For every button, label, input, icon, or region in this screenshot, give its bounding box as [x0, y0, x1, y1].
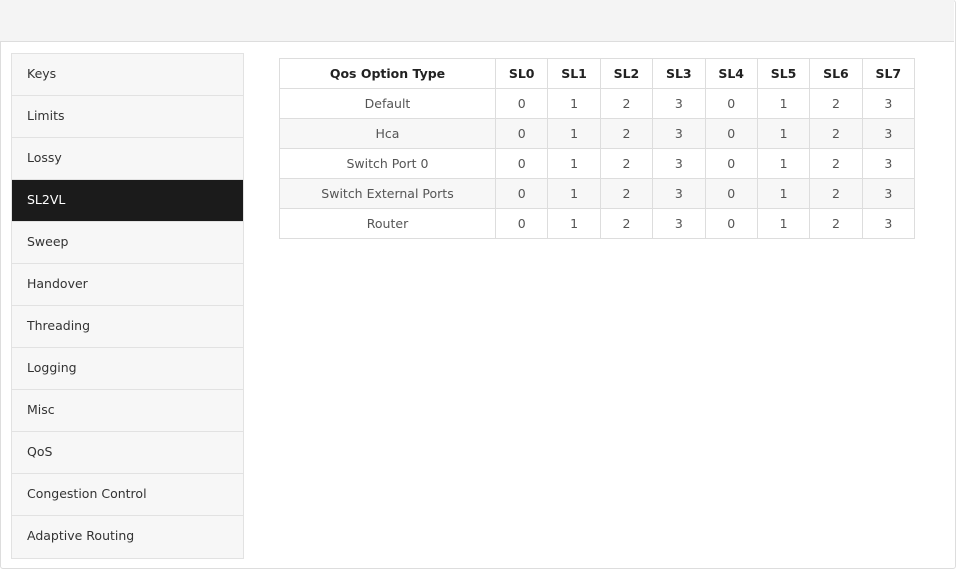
table-header-row: Qos Option Type SL0 SL1 SL2 SL3 SL4 SL5 SL6 SL7: [279, 58, 916, 89]
vl-value-cell: 0: [704, 118, 758, 149]
vl-value-cell: 2: [809, 178, 863, 209]
qos-option-type-cell: Router: [279, 208, 496, 239]
vl-value-cell: 3: [861, 118, 916, 149]
vl-value-cell: 3: [861, 208, 916, 239]
sidebar-item-congestion-control[interactable]: Congestion Control: [12, 474, 243, 516]
column-header: SL4: [704, 58, 758, 89]
sidebar-item-misc[interactable]: Misc: [12, 390, 243, 432]
vl-value-cell: 1: [756, 208, 811, 239]
vl-value-cell: 2: [809, 208, 863, 239]
vl-value-cell: 0: [704, 148, 758, 179]
sidebar-item-logging[interactable]: Logging: [12, 348, 243, 390]
sidebar-item-qos[interactable]: QoS: [12, 432, 243, 474]
vl-value-cell: 3: [861, 148, 916, 179]
table-row: Default 0 1 2 3 0 1 2 3: [279, 88, 916, 119]
column-header: SL2: [599, 58, 654, 89]
vl-value-cell: 2: [809, 88, 863, 119]
column-header: SL5: [756, 58, 811, 89]
vl-value-cell: 2: [599, 178, 654, 209]
vl-value-cell: 2: [599, 118, 654, 149]
sidebar-item-keys[interactable]: Keys: [12, 54, 243, 96]
vl-value-cell: 1: [547, 148, 601, 179]
vl-value-cell: 2: [599, 88, 654, 119]
qos-option-type-cell: Default: [279, 88, 496, 119]
column-header: SL0: [494, 58, 549, 89]
vl-value-cell: 2: [809, 118, 863, 149]
panel-header: [0, 0, 954, 42]
qos-option-type-cell: Switch Port 0: [279, 148, 496, 179]
sidebar-item-limits[interactable]: Limits: [12, 96, 243, 138]
vl-value-cell: 1: [756, 88, 811, 119]
sidebar-item-lossy[interactable]: Lossy: [12, 138, 243, 180]
vl-value-cell: 0: [494, 118, 549, 149]
vl-value-cell: 0: [494, 148, 549, 179]
vl-value-cell: 1: [756, 118, 811, 149]
settings-sidebar: Keys Limits Lossy SL2VL Sweep Handover Threadi…: [11, 53, 244, 559]
vl-value-cell: 1: [756, 178, 811, 209]
vl-value-cell: 2: [599, 208, 654, 239]
vl-value-cell: 0: [704, 208, 758, 239]
vl-value-cell: 3: [652, 178, 706, 209]
qos-option-type-cell: Switch External Ports: [279, 178, 496, 209]
vl-value-cell: 3: [652, 148, 706, 179]
sidebar-item-adaptive-routing[interactable]: Adaptive Routing: [27, 528, 135, 543]
column-header: Qos Option Type: [279, 58, 496, 89]
qos-option-type-cell: Hca: [279, 118, 496, 149]
vl-value-cell: 0: [494, 88, 549, 119]
vl-value-cell: 0: [494, 208, 549, 239]
sidebar-item-threading[interactable]: Threading: [12, 306, 243, 348]
vl-value-cell: 0: [704, 178, 758, 209]
column-header: SL7: [861, 58, 916, 89]
vl-value-cell: 3: [861, 178, 916, 209]
vl-value-cell: 3: [861, 88, 916, 119]
vl-value-cell: 2: [599, 148, 654, 179]
sidebar-item-sweep[interactable]: Sweep: [12, 222, 243, 264]
column-header: SL6: [809, 58, 863, 89]
column-header: SL1: [547, 58, 601, 89]
vl-value-cell: 0: [494, 178, 549, 209]
vl-value-cell: 1: [547, 178, 601, 209]
table-row: Router 0 1 2 3 0 1 2 3: [279, 208, 916, 239]
sl2vl-table: Qos Option Type SL0 SL1 SL2 SL3 SL4 SL5 SL6 SL7 …: [279, 58, 916, 239]
sidebar-item-sl2vl[interactable]: SL2VL: [12, 180, 243, 222]
vl-value-cell: 3: [652, 208, 706, 239]
vl-value-cell: 0: [704, 88, 758, 119]
table-row: Switch External Ports 0 1 2 3 0 1 2 3: [279, 178, 916, 209]
vl-value-cell: 1: [547, 118, 601, 149]
vl-value-cell: 1: [756, 148, 811, 179]
table-row: Hca 0 1 2 3 0 1 2 3: [279, 118, 916, 149]
vl-value-cell: 2: [809, 148, 863, 179]
vl-value-cell: 3: [652, 118, 706, 149]
column-header: SL3: [652, 58, 706, 89]
sidebar-item-handover[interactable]: Handover: [12, 264, 243, 306]
vl-value-cell: 1: [547, 88, 601, 119]
vl-value-cell: 3: [652, 88, 706, 119]
vl-value-cell: 1: [547, 208, 601, 239]
